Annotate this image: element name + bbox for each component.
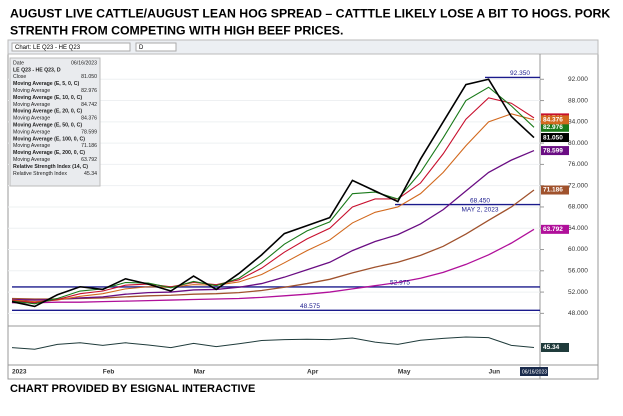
- dw-label: Relative Strength Index (14, C): [13, 164, 88, 170]
- x-tick-label: 2023: [12, 369, 27, 376]
- y-tick-label: 64.000: [568, 225, 588, 232]
- footer: CHART PROVIDED BY ESIGNAL INTERACTIVE: [10, 383, 255, 395]
- dw-label: Moving Average: [13, 143, 50, 149]
- dw-value: 78.599: [81, 129, 97, 135]
- series-line: [11, 78, 535, 308]
- dw-label: Moving Average (E, 5, 0, C): [13, 81, 79, 87]
- price-box: [541, 115, 569, 125]
- title-line: AUGUST LIVE CATTLE/AUGUST LEAN HOG SPREA…: [10, 6, 610, 20]
- x-tick-label: Apr: [307, 369, 319, 376]
- series-line: [11, 189, 535, 300]
- dw-label: Moving Average (E, 100, 0, C): [13, 136, 85, 142]
- title-line: STRENTH FROM COMPETING WITH HIGH BEEF PR…: [10, 23, 343, 37]
- price-label: 82.976: [543, 124, 563, 131]
- dw-label: Moving Average: [13, 88, 50, 94]
- dw-label: Moving Average: [13, 102, 50, 108]
- dw-label: Relative Strength Index: [13, 171, 67, 177]
- interval-input[interactable]: [135, 42, 177, 52]
- dw-value: 84.742: [81, 102, 97, 108]
- y-tick-label: 60.000: [568, 246, 588, 253]
- x-tick-label: May: [398, 369, 411, 376]
- y-tick-label: 88.000: [568, 97, 588, 104]
- y-tick-label: 68.000: [568, 204, 588, 211]
- y-tick-label: 52.000: [568, 289, 588, 296]
- dw-value: 71.186: [81, 143, 97, 149]
- y-tick-label: 84.000: [568, 119, 588, 126]
- price-box: [541, 146, 569, 156]
- price-label: 78.599: [543, 147, 563, 154]
- dw-label: Date: [13, 60, 24, 66]
- price-box: [541, 224, 569, 234]
- dw-label: Moving Average: [13, 116, 50, 122]
- rsi-label: 45.34: [543, 344, 560, 351]
- level-label: 48.575: [300, 303, 320, 310]
- y-tick-label: 76.000: [568, 161, 588, 168]
- dw-label: Moving Average (E, 20, 0, C): [13, 109, 82, 115]
- y-tick-label: 72.000: [568, 182, 588, 189]
- x-tick-label: Mar: [194, 369, 206, 376]
- x-tick-label: 06/16/2023: [522, 369, 547, 375]
- dw-label: Moving Average (E, 200, 0, C): [13, 150, 85, 156]
- rsi-line: [11, 336, 535, 350]
- symbol-text: Chart: LE Q23 - HE Q23: [15, 45, 81, 51]
- price-box: [541, 122, 569, 132]
- series-line: [12, 228, 535, 304]
- y-tick-label: 48.000: [568, 310, 588, 317]
- level-note: MAY 2, 2023: [462, 206, 499, 213]
- price-label: 84.376: [543, 117, 563, 124]
- dw-value: 06/16/2023: [71, 60, 97, 66]
- dw-label: LE Q23 - HE Q23, D: [13, 67, 61, 73]
- series-line: [11, 149, 535, 301]
- level-label: 68.450: [470, 197, 490, 204]
- y-tick-label: 80.000: [568, 140, 588, 147]
- level-label: 92.350: [510, 70, 530, 77]
- x-tick-label: Jun: [489, 369, 501, 376]
- price-label: 81.050: [543, 134, 563, 141]
- dw-label: Moving Average (E, 10, 0, C): [13, 95, 82, 101]
- dw-label: Moving Average (E, 50, 0, C): [13, 122, 82, 128]
- dw-value: 84.376: [81, 116, 97, 122]
- x-tick-label: Feb: [103, 369, 115, 376]
- dw-label: Moving Average: [13, 129, 50, 135]
- dw-value: 82.976: [81, 88, 97, 94]
- dw-label: Close: [13, 74, 26, 80]
- price-box: [541, 133, 569, 143]
- dw-value: 81.050: [81, 74, 97, 80]
- symbol-input[interactable]: [11, 42, 131, 52]
- series-line: [11, 113, 535, 303]
- date-box: [520, 367, 548, 376]
- price-label: 63.792: [543, 226, 563, 233]
- series-line: [11, 97, 535, 304]
- y-tick-label: 56.000: [568, 268, 588, 275]
- interval-text: D: [139, 45, 144, 51]
- rsi-box: [541, 342, 569, 352]
- price-label: 71.186: [543, 187, 563, 194]
- data-window: [9, 57, 101, 187]
- level-label: 52.975: [390, 280, 410, 287]
- dw-label: Moving Average: [13, 157, 50, 163]
- y-tick-label: 92.000: [568, 76, 588, 83]
- dw-value: 63.792: [81, 157, 97, 163]
- dw-value: 45.34: [84, 171, 97, 177]
- price-box: [541, 185, 569, 195]
